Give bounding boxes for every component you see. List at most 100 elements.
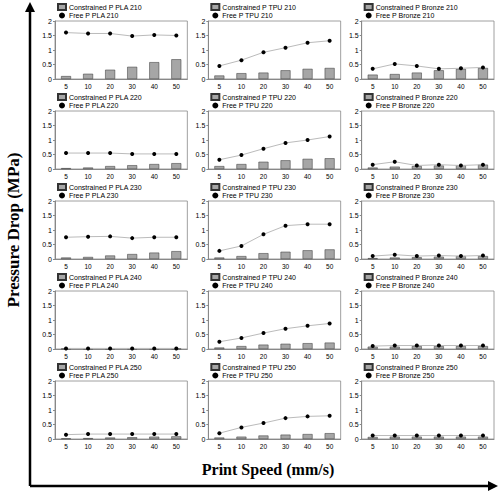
svg-text:30: 30 [129,83,137,90]
svg-text:1: 1 [48,227,52,234]
svg-text:2: 2 [201,108,205,115]
svg-text:0: 0 [48,346,52,353]
svg-text:30: 30 [435,263,443,270]
svg-text:50: 50 [173,353,181,360]
svg-text:Constrained P PLA 240: Constrained P PLA 240 [69,274,142,281]
svg-text:1.5: 1.5 [349,212,359,219]
svg-text:Constrained P TPU 220: Constrained P TPU 220 [222,94,296,101]
svg-text:Free P PLA 220: Free P PLA 220 [69,102,118,109]
svg-text:50: 50 [173,443,181,450]
svg-text:0: 0 [355,166,359,173]
svg-text:0: 0 [48,76,52,83]
svg-text:30: 30 [282,263,290,270]
svg-text:2: 2 [48,198,52,205]
svg-text:Free P TPU 240: Free P TPU 240 [222,282,272,289]
svg-text:1.5: 1.5 [349,122,359,129]
svg-text:Constrained P Bronze 210: Constrained P Bronze 210 [376,4,458,11]
svg-text:Constrained P Bronze 250: Constrained P Bronze 250 [376,364,458,371]
svg-text:Constrained P Bronze 240: Constrained P Bronze 240 [376,274,458,281]
svg-text:2: 2 [201,378,205,385]
svg-text:20: 20 [107,263,115,270]
svg-text:40: 40 [457,353,465,360]
svg-text:2: 2 [355,18,359,25]
svg-text:1: 1 [48,137,52,144]
svg-text:10: 10 [238,353,246,360]
svg-text:40: 40 [151,443,159,450]
svg-text:5: 5 [64,353,68,360]
svg-text:50: 50 [479,443,487,450]
svg-text:1: 1 [201,407,205,414]
svg-text:1.5: 1.5 [42,212,52,219]
svg-text:1: 1 [201,47,205,54]
svg-text:5: 5 [371,173,375,180]
svg-text:50: 50 [326,353,334,360]
svg-text:2: 2 [355,108,359,115]
svg-text:0: 0 [201,166,205,173]
svg-text:0.5: 0.5 [196,61,206,68]
svg-text:1.5: 1.5 [42,122,52,129]
svg-text:1.5: 1.5 [196,212,206,219]
svg-text:50: 50 [479,83,487,90]
svg-text:2: 2 [201,198,205,205]
svg-text:5: 5 [371,83,375,90]
svg-text:0.5: 0.5 [42,61,52,68]
svg-text:50: 50 [326,173,334,180]
svg-text:30: 30 [129,353,137,360]
svg-text:0.5: 0.5 [349,151,359,158]
svg-text:1: 1 [201,227,205,234]
svg-text:10: 10 [391,83,399,90]
svg-text:20: 20 [413,263,421,270]
svg-text:0.5: 0.5 [42,241,52,248]
svg-text:Free P PLA 240: Free P PLA 240 [69,282,118,289]
svg-text:2: 2 [48,288,52,295]
svg-text:40: 40 [457,173,465,180]
svg-text:1.5: 1.5 [196,122,206,129]
svg-text:1.5: 1.5 [349,302,359,309]
svg-text:1: 1 [48,407,52,414]
svg-text:10: 10 [238,173,246,180]
svg-text:20: 20 [413,83,421,90]
svg-text:Constrained P PLA 230: Constrained P PLA 230 [69,184,142,191]
svg-text:5: 5 [218,353,222,360]
svg-text:Free P Bronze 240: Free P Bronze 240 [376,282,435,289]
svg-text:Constrained P TPU 230: Constrained P TPU 230 [222,184,296,191]
svg-text:5: 5 [218,173,222,180]
svg-text:1: 1 [201,137,205,144]
svg-text:5: 5 [371,263,375,270]
svg-text:0: 0 [201,346,205,353]
svg-text:1: 1 [355,137,359,144]
svg-text:10: 10 [238,83,246,90]
svg-text:30: 30 [129,443,137,450]
svg-text:1.5: 1.5 [42,302,52,309]
svg-text:10: 10 [238,443,246,450]
svg-text:40: 40 [457,83,465,90]
svg-text:2: 2 [201,288,205,295]
svg-text:40: 40 [151,83,159,90]
svg-text:5: 5 [218,263,222,270]
svg-text:40: 40 [304,263,312,270]
svg-text:Free P TPU 230: Free P TPU 230 [222,192,272,199]
svg-text:20: 20 [107,83,115,90]
svg-text:0: 0 [355,76,359,83]
svg-text:50: 50 [479,353,487,360]
svg-text:Free P PLA 230: Free P PLA 230 [69,192,118,199]
svg-text:30: 30 [129,173,137,180]
svg-text:Constrained P TPU 250: Constrained P TPU 250 [222,364,296,371]
svg-text:20: 20 [260,83,268,90]
svg-text:50: 50 [479,173,487,180]
svg-text:30: 30 [435,443,443,450]
svg-text:40: 40 [151,173,159,180]
svg-text:20: 20 [107,173,115,180]
svg-text:0.5: 0.5 [196,421,206,428]
svg-text:1.5: 1.5 [196,302,206,309]
svg-text:0.5: 0.5 [349,61,359,68]
svg-text:10: 10 [84,173,92,180]
svg-text:2: 2 [355,378,359,385]
svg-text:Free P PLA 210: Free P PLA 210 [69,12,118,19]
svg-text:10: 10 [391,263,399,270]
svg-text:0: 0 [355,256,359,263]
svg-text:Constrained P PLA 220: Constrained P PLA 220 [69,94,142,101]
svg-text:40: 40 [151,263,159,270]
svg-text:20: 20 [260,353,268,360]
svg-text:10: 10 [84,263,92,270]
